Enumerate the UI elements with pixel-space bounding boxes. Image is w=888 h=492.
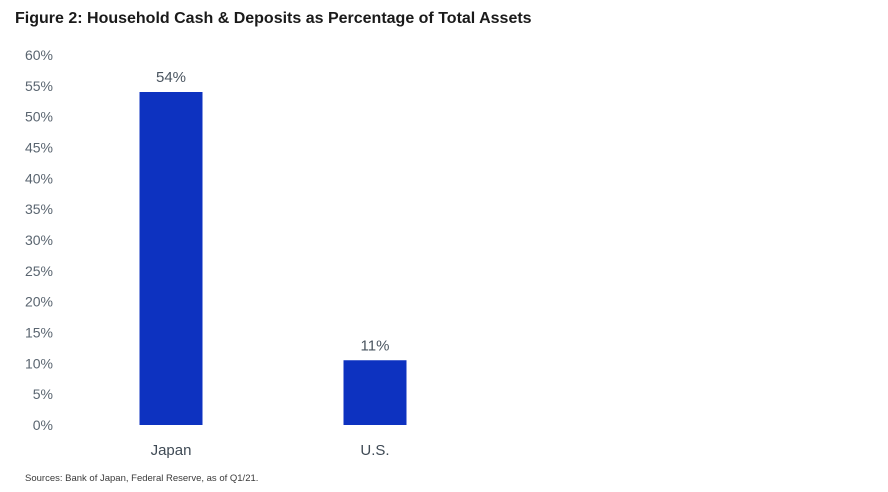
y-tick-label: 20%	[25, 294, 53, 310]
y-tick-label: 15%	[25, 325, 53, 341]
bar-chart: 0% 5% 10% 15% 20% 25% 30% 35% 40% 45% 50% 55% 60% 54…	[25, 47, 407, 459]
source-note: Sources: Bank of Japan, Federal Reserve,…	[25, 473, 259, 484]
bar-japan	[139, 92, 203, 425]
y-tick-label: 25%	[25, 263, 53, 279]
y-tick-label: 40%	[25, 170, 53, 186]
x-axis: Japan U.S.	[151, 442, 390, 459]
y-axis: 0% 5% 10% 15% 20% 25% 30% 35% 40% 45% 50% 55% 60%	[25, 47, 53, 433]
bar-us	[343, 360, 407, 425]
y-tick-label: 30%	[25, 232, 53, 248]
data-label: 11%	[361, 337, 390, 354]
y-tick-label: 0%	[33, 417, 53, 433]
y-tick-label: 60%	[25, 47, 53, 63]
y-tick-label: 55%	[25, 78, 53, 94]
y-tick-label: 35%	[25, 201, 53, 217]
y-tick-label: 45%	[25, 140, 53, 156]
y-tick-label: 5%	[33, 386, 53, 402]
data-label: 54%	[156, 69, 186, 86]
y-tick-label: 10%	[25, 355, 53, 371]
y-tick-label: 50%	[25, 109, 53, 125]
bars: 54% 11%	[139, 69, 407, 425]
x-category-label: U.S.	[360, 442, 389, 459]
x-category-label: Japan	[151, 442, 192, 459]
chart-title: Figure 2: Household Cash & Deposits as P…	[15, 10, 532, 27]
